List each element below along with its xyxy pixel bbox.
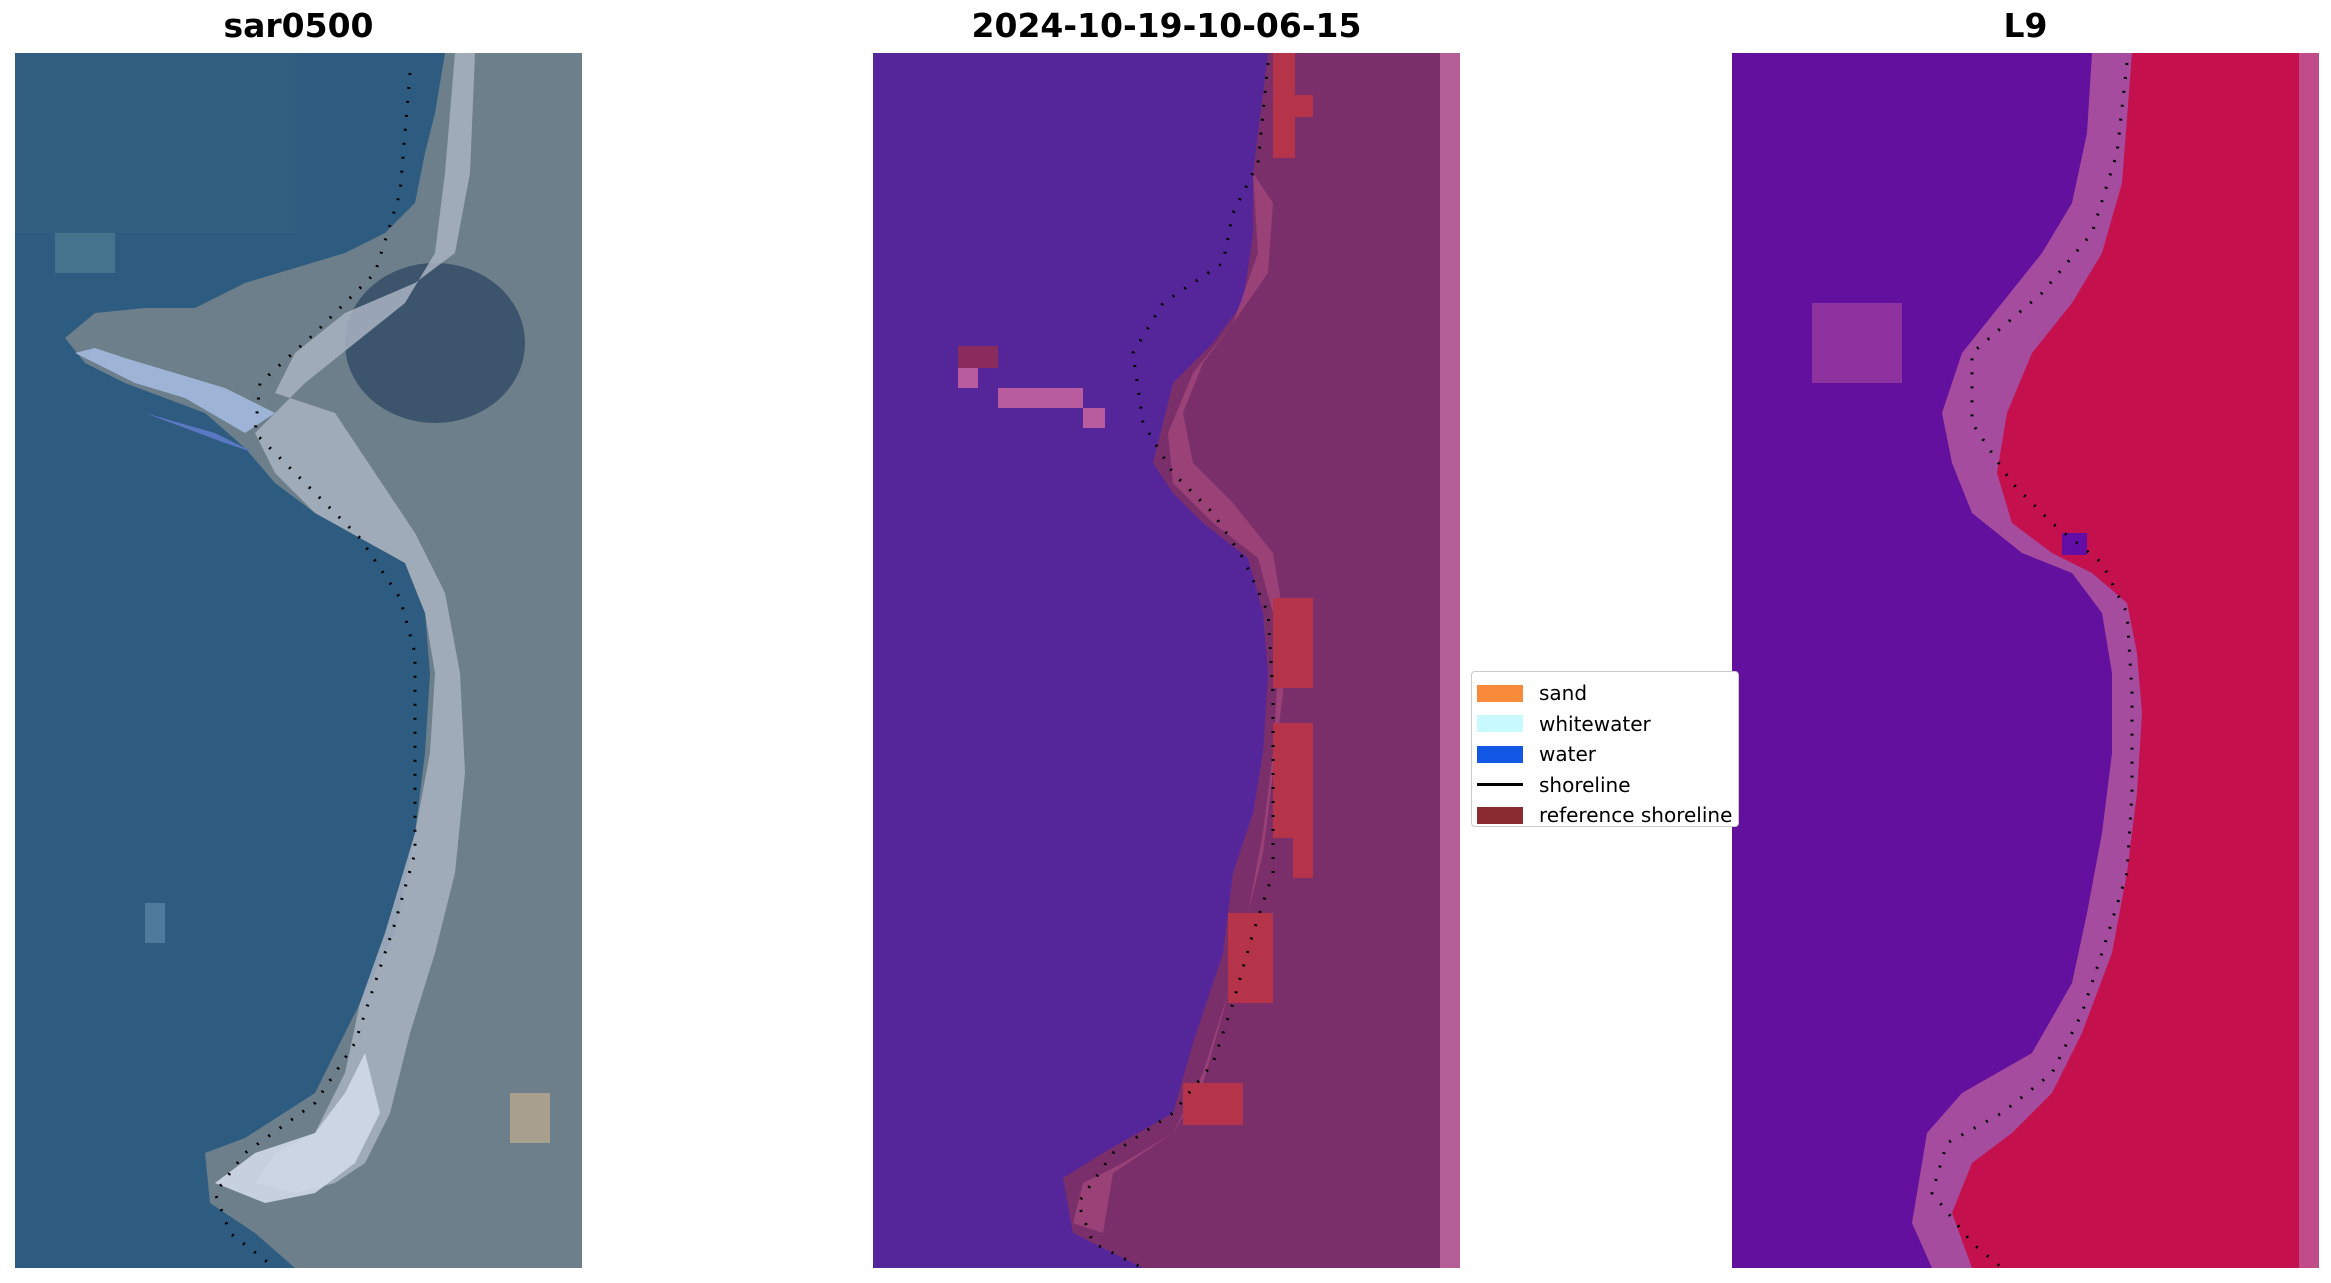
legend-label-whitewater: whitewater [1539,711,1651,736]
rgb-satellite-image [15,53,582,1268]
legend-label-shoreline: shoreline [1539,772,1631,797]
legend-label-reference-shoreline: reference shoreline [1539,803,1733,828]
legend-item-water: water [1477,739,1738,770]
legend-swatch-water [1477,745,1523,763]
panel-title-mndwi: L9 [2003,6,2048,45]
legend: sand whitewater water shoreline referenc… [1471,671,1739,827]
panel-title-rgb: sar0500 [223,6,374,45]
classified-image [873,53,1460,1268]
legend-line-shoreline [1477,783,1523,787]
legend-swatch-sand [1477,684,1523,702]
legend-item-sand: sand [1477,678,1738,709]
legend-item-shoreline: shoreline [1477,770,1738,801]
rgb-image-panel [15,53,582,1268]
legend-swatch-whitewater [1477,715,1523,733]
mndwi-image-panel [1732,53,2319,1268]
mndwi-image [1732,53,2319,1268]
legend-label-water: water [1539,742,1596,767]
legend-item-whitewater: whitewater [1477,709,1738,740]
legend-swatch-reference-shoreline [1477,806,1523,824]
panel-title-classified: 2024-10-19-10-06-15 [971,6,1362,45]
legend-label-sand: sand [1539,681,1588,706]
classified-image-panel [873,53,1460,1268]
legend-item-reference-shoreline: reference shoreline [1477,800,1738,831]
